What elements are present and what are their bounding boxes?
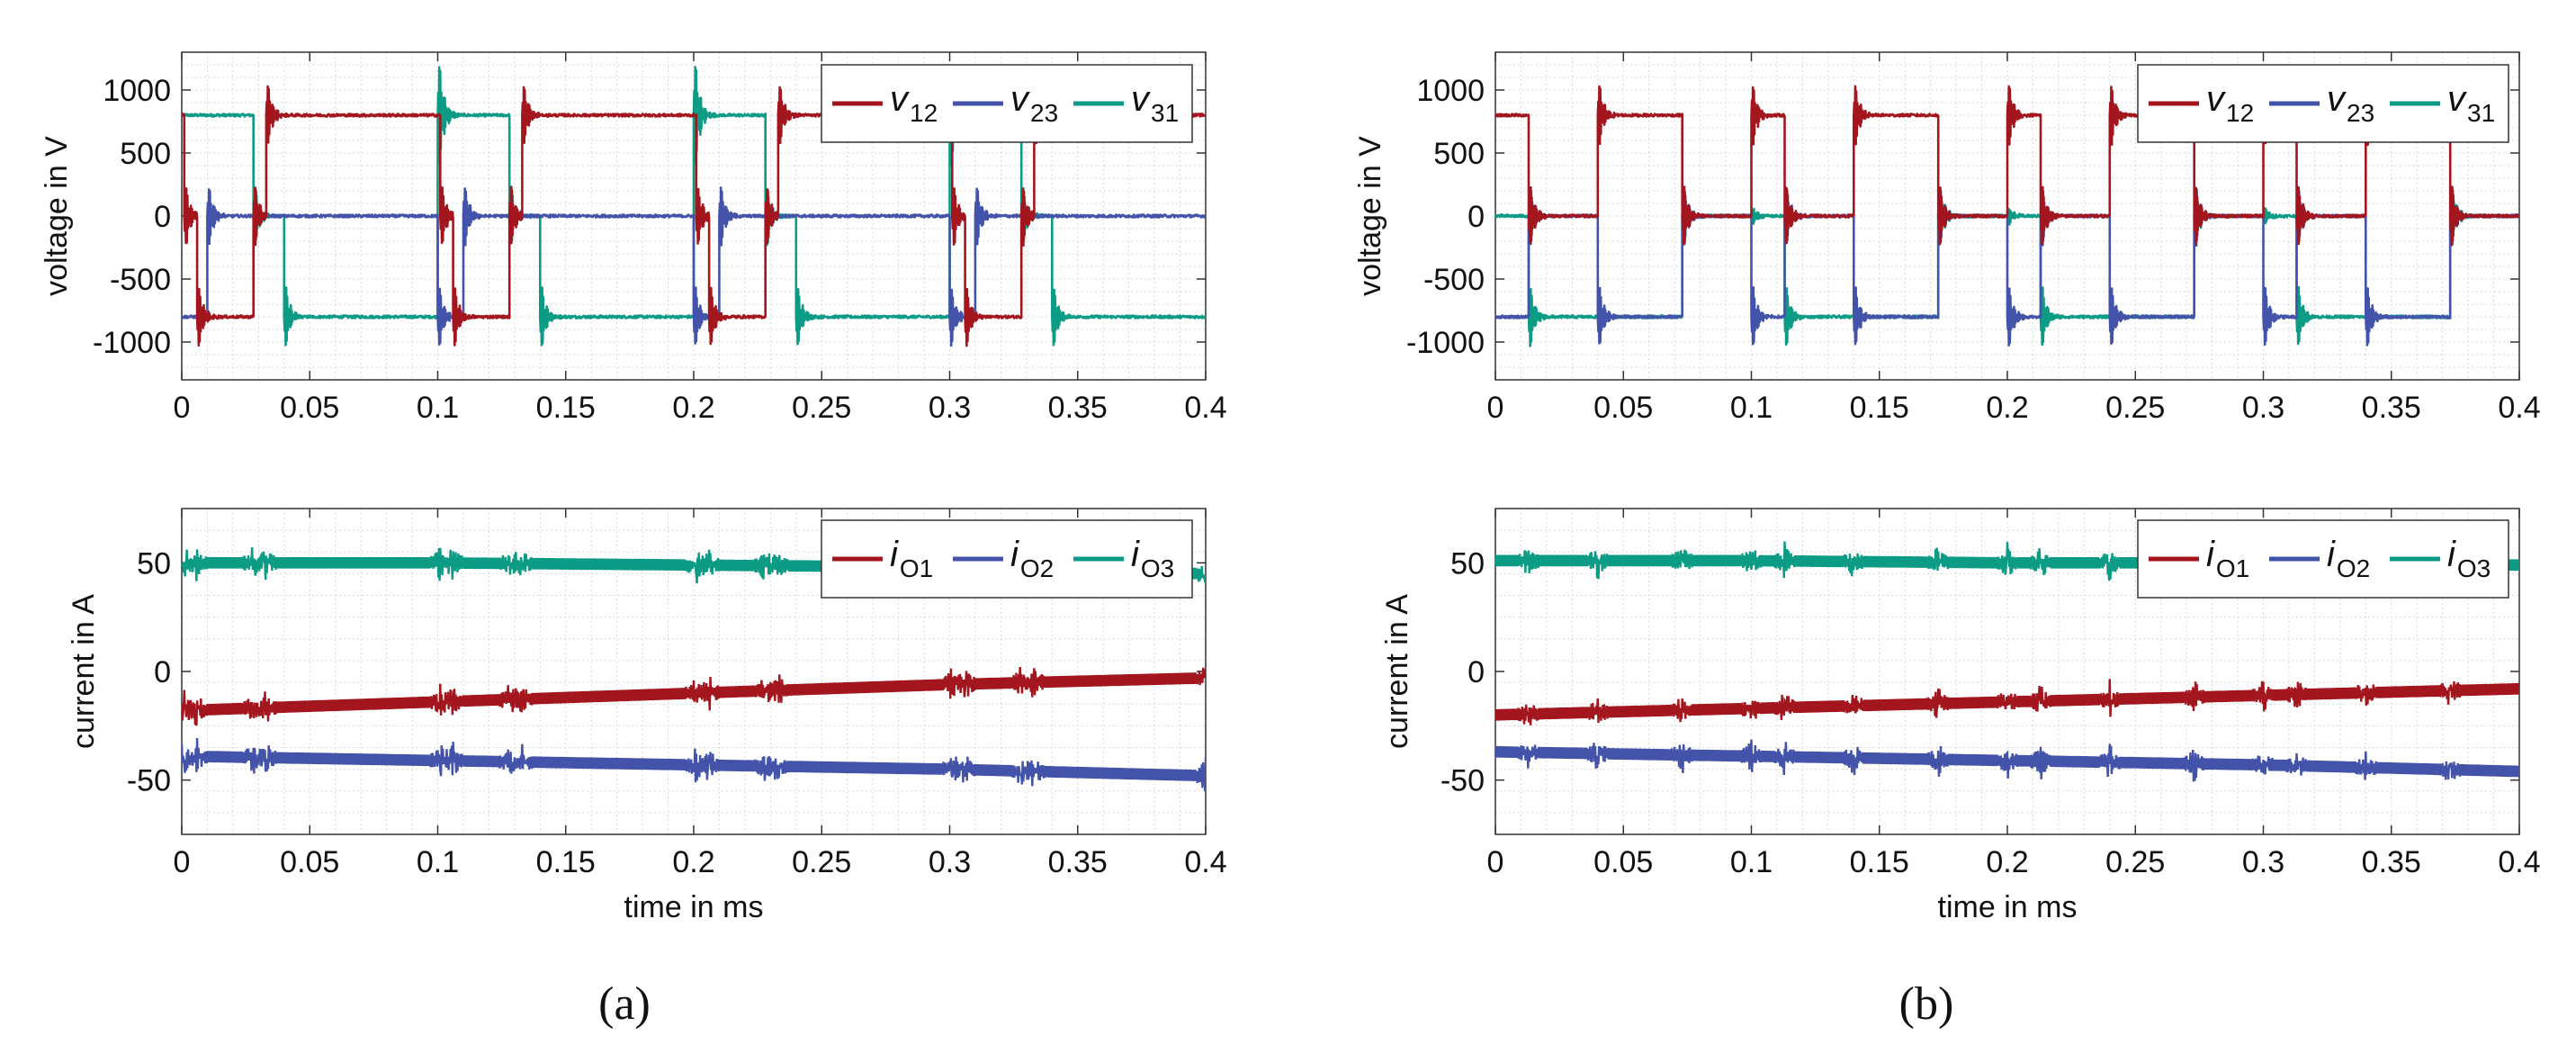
panel-b: 0 0.05 0.1 0.15 0.2 0.25 0.3 0.35 0.4-1000-50005… bbox=[1353, 51, 2541, 1030]
legend-label-iO1: iO1 bbox=[890, 535, 933, 582]
legend: iO1 iO2 iO3 bbox=[821, 519, 1193, 599]
current-plot-b: 0 0.05 0.1 0.15 0.2 0.25 0.3 0.35 0.4 -50 0 50 curre… bbox=[1380, 508, 2541, 924]
y-axis-label: voltage in V bbox=[40, 136, 74, 296]
legend-label-iO3: iO3 bbox=[1131, 535, 1174, 582]
x-tick-label: 0.3 bbox=[2242, 845, 2284, 879]
x-tick-label: 0.35 bbox=[2362, 845, 2421, 879]
x-tick-label: 0.1 bbox=[417, 845, 459, 879]
x-tick-label: 0.1 bbox=[1730, 391, 1773, 425]
y-tick-label: 500 bbox=[120, 137, 171, 171]
legend-label-v23: v23 bbox=[1010, 79, 1058, 127]
x-tick-label: 0.2 bbox=[672, 391, 714, 425]
x-tick-label: 0.1 bbox=[1730, 845, 1773, 879]
y-tick-label: -1000 bbox=[1406, 326, 1485, 360]
current-plot-a: 0 0.05 0.1 0.15 0.2 0.25 0.3 0.35 0.4 -50 0 50 curre… bbox=[67, 508, 1227, 924]
x-tick-label: 0.15 bbox=[536, 391, 596, 425]
legend-label-v12: v12 bbox=[2206, 79, 2254, 127]
x-axis-label: time in ms bbox=[1938, 890, 2078, 924]
x-tick-label: 0.25 bbox=[2105, 845, 2165, 879]
voltage-plot-a: 0 0.05 0.1 0.15 0.2 0.25 0.3 0.35 0.4 -1000 -500 0 5… bbox=[40, 51, 1227, 425]
y-tick-label: -50 bbox=[1441, 764, 1485, 798]
y-tick-label: 50 bbox=[137, 546, 171, 581]
x-tick-label: 0.05 bbox=[280, 845, 339, 879]
series-iO2 bbox=[1495, 739, 2519, 782]
series-iO1 bbox=[1495, 679, 2519, 725]
x-tick-label: 0.35 bbox=[1048, 845, 1108, 879]
series-iO2 bbox=[182, 737, 1206, 791]
x-tick-label: 0.2 bbox=[672, 845, 714, 879]
x-tick-label: 0.4 bbox=[2498, 845, 2540, 879]
y-tick-label: 0 bbox=[1468, 200, 1485, 234]
y-tick-label: 50 bbox=[1450, 546, 1485, 581]
x-tick-label: 0.25 bbox=[2105, 391, 2165, 425]
x-tick-label: 0 bbox=[1487, 845, 1504, 879]
x-tick-label: 0.35 bbox=[1048, 391, 1108, 425]
legend: iO1 iO2 iO3 bbox=[2137, 519, 2509, 599]
legend-label-iO1: iO1 bbox=[2206, 535, 2249, 582]
series-group bbox=[182, 66, 1206, 347]
legend-box bbox=[821, 64, 1193, 143]
y-tick-label: -1000 bbox=[93, 326, 171, 360]
x-tick-label: 0.2 bbox=[1986, 391, 2028, 425]
y-tick-label: 500 bbox=[1433, 137, 1485, 171]
panel-caption: (b) bbox=[1899, 978, 1954, 1030]
x-tick-label: 0.15 bbox=[1850, 845, 1909, 879]
x-tick-label: 0.4 bbox=[1184, 845, 1226, 879]
y-tick-label: -500 bbox=[1423, 263, 1485, 297]
x-tick-label: 0 bbox=[1487, 391, 1504, 425]
x-tick-label: 0.15 bbox=[1850, 391, 1909, 425]
voltage-plot-b: 0 0.05 0.1 0.15 0.2 0.25 0.3 0.35 0.4 -1000 -500 0 5… bbox=[1353, 51, 2541, 425]
legend-label-v12: v12 bbox=[890, 79, 938, 127]
x-tick-label: 0.3 bbox=[929, 391, 971, 425]
y-tick-label: 1000 bbox=[1416, 74, 1485, 108]
legend-box bbox=[2137, 519, 2509, 599]
y-tick-label: 0 bbox=[154, 655, 171, 689]
legend-label-iO2: iO2 bbox=[1010, 535, 1054, 582]
legend-label-v31: v31 bbox=[1131, 79, 1179, 127]
legend-label-v31: v31 bbox=[2447, 79, 2495, 127]
x-tick-label: 0.25 bbox=[792, 845, 851, 879]
x-tick-label: 0.4 bbox=[1184, 391, 1226, 425]
x-tick-label: 0 bbox=[174, 391, 191, 425]
y-tick-label: 1000 bbox=[103, 74, 171, 108]
series-group bbox=[1495, 85, 2519, 347]
legend-label-v23: v23 bbox=[2327, 79, 2374, 127]
panel-a: 0 0.05 0.1 0.15 0.2 0.25 0.3 0.35 0.4-1000-50005… bbox=[40, 51, 1227, 1030]
legend: v12 v23 v31 bbox=[2137, 64, 2509, 143]
series-v12 bbox=[1495, 85, 2519, 247]
y-tick-label: 0 bbox=[1468, 655, 1485, 689]
legend-label-iO2: iO2 bbox=[2327, 535, 2370, 582]
x-tick-label: 0.05 bbox=[1593, 391, 1653, 425]
legend-label-iO3: iO3 bbox=[2447, 535, 2491, 582]
x-tick-label: 0.4 bbox=[2498, 391, 2540, 425]
y-tick-label: -500 bbox=[110, 263, 171, 297]
legend: v12 v23 v31 bbox=[821, 64, 1193, 143]
x-tick-label: 0.1 bbox=[417, 391, 459, 425]
x-tick-label: 0.3 bbox=[2242, 391, 2284, 425]
y-axis-label: current in A bbox=[67, 594, 101, 749]
legend-box bbox=[2137, 64, 2509, 143]
y-tick-label: 0 bbox=[154, 200, 171, 234]
y-axis-label: voltage in V bbox=[1353, 136, 1387, 296]
series-iO1 bbox=[182, 667, 1206, 726]
series-v12 bbox=[182, 85, 1206, 347]
x-tick-label: 0 bbox=[174, 845, 191, 879]
legend-box bbox=[821, 519, 1193, 599]
x-tick-label: 0.3 bbox=[929, 845, 971, 879]
x-tick-label: 0.25 bbox=[792, 391, 851, 425]
y-tick-label: -50 bbox=[127, 764, 171, 798]
x-axis-label: time in ms bbox=[624, 890, 764, 924]
x-tick-label: 0.15 bbox=[536, 845, 596, 879]
x-tick-label: 0.2 bbox=[1986, 845, 2028, 879]
x-tick-label: 0.35 bbox=[2362, 391, 2421, 425]
y-axis-label: current in A bbox=[1380, 594, 1414, 749]
x-tick-label: 0.05 bbox=[280, 391, 339, 425]
x-tick-label: 0.05 bbox=[1593, 845, 1653, 879]
panel-caption: (a) bbox=[598, 978, 651, 1030]
